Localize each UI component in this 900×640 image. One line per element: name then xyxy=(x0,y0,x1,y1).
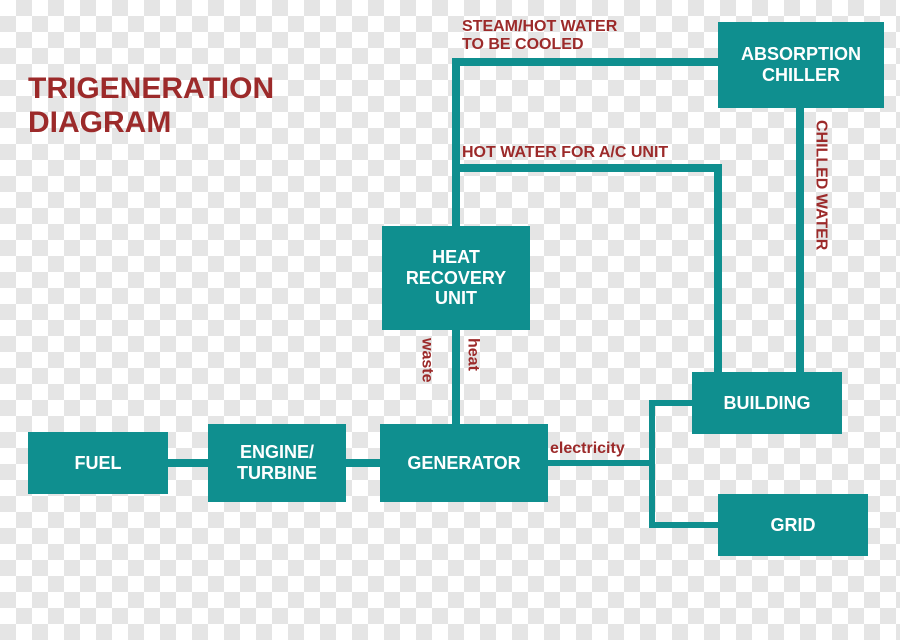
node-grid: GRID xyxy=(718,494,868,556)
edge-gen-to-grid xyxy=(652,463,718,525)
node-hru: HEAT RECOVERY UNIT xyxy=(382,226,530,330)
label-electricity: electricity xyxy=(550,440,625,458)
label-hotwater: HOT WATER FOR A/C UNIT xyxy=(462,144,668,162)
node-fuel: FUEL xyxy=(28,432,168,494)
node-building: BUILDING xyxy=(692,372,842,434)
node-engine: ENGINE/ TURBINE xyxy=(208,424,346,502)
node-generator: GENERATOR xyxy=(380,424,548,502)
node-chiller: ABSORPTION CHILLER xyxy=(718,22,884,108)
label-steam: STEAM/HOT WATER TO BE COOLED xyxy=(462,18,617,53)
label-waste: waste xyxy=(418,338,436,382)
diagram-stage: TRIGENERATION DIAGRAM FUEL ENGINE/ TURBI… xyxy=(0,0,900,640)
label-heat: heat xyxy=(464,338,482,371)
label-chilled: CHILLED WATER xyxy=(812,120,830,250)
diagram-title: TRIGENERATION DIAGRAM xyxy=(28,72,274,140)
